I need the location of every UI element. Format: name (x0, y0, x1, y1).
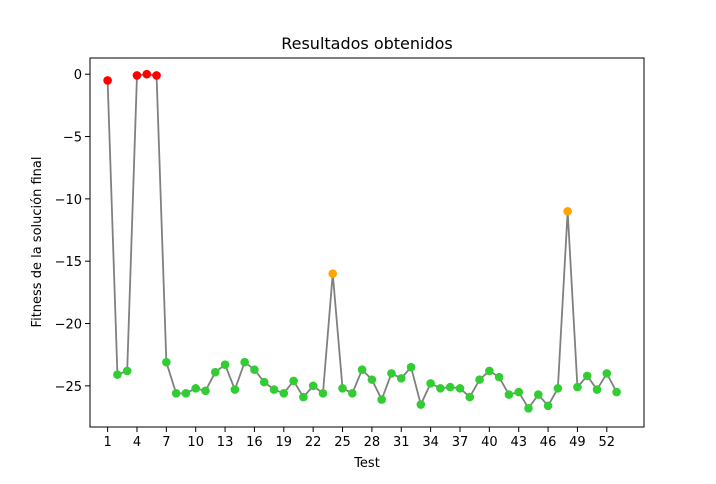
data-point (299, 392, 308, 402)
data-point (465, 392, 475, 402)
data-point (328, 269, 338, 278)
x-tick-label: 31 (393, 435, 410, 450)
data-point (142, 69, 152, 79)
data-point (416, 400, 426, 409)
data-point (113, 370, 122, 379)
data-point (553, 384, 563, 393)
data-point (122, 366, 132, 376)
y-tick-label: −20 (55, 318, 82, 333)
data-point (436, 384, 445, 393)
data-point (152, 71, 161, 80)
x-tick-label: 40 (481, 435, 498, 450)
data-point (445, 382, 455, 392)
data-point (524, 404, 533, 413)
x-tick-label: 13 (217, 435, 234, 450)
data-point (387, 369, 396, 378)
data-point (406, 362, 416, 372)
data-point (348, 389, 357, 398)
series-layer (103, 69, 621, 413)
data-point (573, 382, 582, 392)
data-point (338, 384, 347, 393)
data-point (367, 375, 377, 384)
x-tick-label: 25 (334, 435, 351, 450)
data-point (396, 374, 406, 383)
y-tick-label: −15 (55, 255, 82, 270)
data-point (357, 365, 367, 374)
x-tick-label: 46 (540, 435, 557, 450)
y-tick-label: 0 (74, 68, 82, 83)
data-point (504, 390, 514, 399)
data-point (181, 389, 191, 398)
data-point (210, 367, 220, 377)
data-point (612, 387, 621, 397)
data-point (318, 389, 328, 398)
plot-frame (89, 57, 645, 428)
data-point (191, 384, 201, 393)
data-point (201, 386, 210, 396)
data-point (426, 379, 435, 388)
y-axis-label: Fitness de la solución final (30, 157, 45, 328)
data-point (240, 357, 249, 367)
data-point (485, 366, 494, 376)
data-point (533, 390, 543, 399)
data-point (602, 369, 612, 378)
x-tick-label: 28 (364, 435, 381, 450)
data-point (514, 387, 524, 397)
x-tick-label: 43 (510, 435, 527, 450)
data-point (250, 365, 259, 374)
y-tick-label: −25 (55, 380, 82, 395)
data-point (289, 376, 298, 386)
data-point (455, 384, 465, 393)
data-point (543, 401, 553, 411)
x-axis-label: Test (353, 456, 380, 471)
y-axis: 0 −5 −10 −15 −20 −25 (55, 68, 90, 395)
data-point (162, 357, 171, 367)
x-tick-label: 1 (103, 435, 111, 450)
data-point (269, 385, 279, 394)
x-tick-label: 52 (599, 435, 616, 450)
x-tick-label: 7 (162, 435, 170, 450)
data-point (132, 71, 142, 80)
data-point (494, 372, 504, 382)
y-tick-label: −5 (63, 131, 82, 146)
data-point (259, 377, 269, 387)
data-point (308, 381, 318, 391)
data-point (563, 207, 572, 216)
y-tick-label: −10 (55, 193, 82, 208)
data-point (171, 389, 181, 398)
data-point (230, 385, 240, 394)
data-point (377, 395, 386, 404)
data-point (279, 389, 289, 398)
x-tick-label: 49 (569, 435, 586, 450)
data-point (582, 371, 592, 381)
chart-title: Resultados obtenidos (281, 34, 453, 53)
data-point (220, 360, 230, 369)
data-point (475, 375, 484, 384)
x-tick-label: 4 (133, 435, 141, 450)
data-point (592, 385, 602, 394)
x-tick-label: 16 (246, 435, 263, 450)
x-axis: 1 4 7 10 13 16 19 22 25 28 31 34 37 40 43 46 49 52 (103, 427, 615, 450)
x-tick-label: 34 (422, 435, 439, 450)
x-tick-label: 10 (187, 435, 204, 450)
x-tick-label: 19 (276, 435, 293, 450)
data-point (103, 76, 112, 85)
x-tick-label: 22 (305, 435, 322, 450)
x-tick-label: 37 (452, 435, 469, 450)
